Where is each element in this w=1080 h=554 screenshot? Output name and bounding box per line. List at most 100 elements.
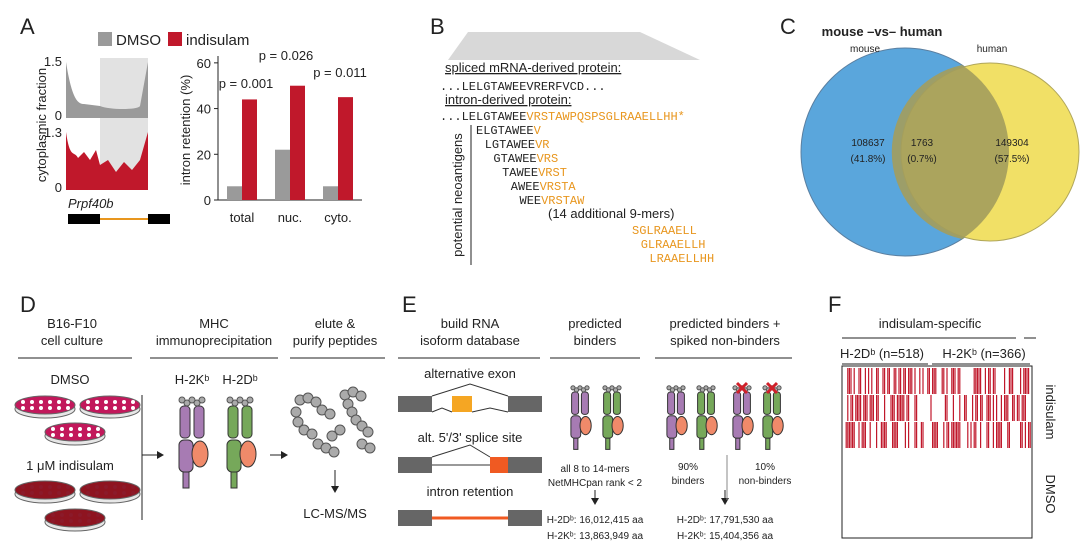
header: predicted binders + [670, 316, 781, 331]
panel-letter: C [780, 14, 796, 39]
mhc [178, 439, 194, 473]
stem [182, 471, 190, 489]
panel-letter: B [430, 14, 445, 39]
cell [96, 433, 100, 437]
heat-cell [928, 368, 930, 394]
heat-cell [922, 422, 924, 448]
neoantigen: WEEVRSTAW [520, 194, 586, 208]
heat-cell [855, 395, 857, 421]
heat-cell [877, 395, 879, 421]
panel-letter: A [20, 14, 35, 39]
cell [96, 513, 100, 517]
heat-cell [860, 395, 862, 421]
peptide [584, 385, 590, 391]
heat-cell [941, 368, 943, 394]
neoantigen: TAWEEVRST [502, 166, 567, 180]
peptide [198, 396, 206, 404]
peptide [292, 416, 304, 428]
heat-cell [954, 422, 956, 448]
neoantigens: ELGTAWEEVLGTAWEEVRGTAWEEVRSTAWEEVRSTAWEE… [476, 124, 714, 266]
cell [104, 400, 108, 404]
title: mouse –vs– human [822, 24, 943, 39]
count: 149304 [995, 138, 1029, 149]
heat-cell [895, 422, 897, 448]
track-indisulam [66, 132, 148, 190]
b2m [675, 416, 688, 436]
heat-cell [965, 395, 967, 421]
peptide [290, 406, 302, 418]
arrow-head [591, 498, 599, 505]
mhc [667, 391, 676, 415]
exon [148, 214, 170, 224]
b2m [191, 440, 209, 468]
cell [39, 400, 43, 404]
peptide [362, 426, 374, 438]
cell [30, 406, 34, 410]
peptide [776, 385, 782, 391]
heat-cell [936, 422, 938, 448]
heat-cell [852, 395, 854, 421]
annotation: p = 0.001 [219, 76, 274, 91]
heat-cell [893, 368, 895, 394]
cell [66, 491, 70, 495]
cell [78, 427, 82, 431]
b2m [579, 416, 592, 436]
bar [323, 186, 338, 200]
heat-cell [914, 422, 916, 448]
peptide [183, 399, 191, 407]
heatmap-frame [841, 365, 1033, 539]
heat-cell [869, 422, 871, 448]
cell [78, 513, 82, 517]
heat-cell [1024, 395, 1026, 421]
heat-cell [852, 422, 854, 448]
peptide [246, 396, 254, 404]
percent: (0.7%) [907, 154, 936, 165]
heat-cell [856, 395, 858, 421]
cell [87, 427, 91, 431]
mhc [570, 415, 582, 439]
bar [275, 149, 290, 200]
sequence: ...LELGTAWEEVRSTAWPQSPSGLRAAELLHH* [440, 110, 685, 124]
overlap [891, 65, 1010, 239]
heat-cell [863, 422, 865, 448]
exon [508, 457, 542, 473]
heat-cell [1005, 395, 1007, 421]
heat-cell [900, 395, 902, 421]
track-zero: 0 [55, 180, 62, 195]
x-tick-label: nuc. [278, 210, 303, 225]
db-size: H-2Dᵇ: 16,012,415 aa [547, 515, 644, 526]
cell [104, 485, 108, 489]
heat-cell [994, 368, 996, 394]
group: H-2Kᵇ (n=366) [942, 346, 1025, 361]
mhc [732, 415, 744, 439]
event: alt. 5'/3' splice site [418, 430, 523, 445]
bar [338, 97, 353, 200]
heat-cell [895, 368, 897, 394]
mhc [696, 415, 708, 439]
heat-cell [988, 395, 990, 421]
mhc [227, 405, 239, 439]
heat-cell [1024, 368, 1026, 394]
mhc [733, 391, 742, 415]
arrow-head [157, 451, 164, 459]
seq-part: ...LELGTAWEE [440, 110, 526, 124]
mhc [676, 391, 685, 415]
bar [227, 186, 242, 200]
heat-cell [1020, 368, 1022, 394]
cell [131, 406, 135, 410]
track-dmso [66, 62, 148, 118]
heat-cell [903, 368, 905, 394]
header: spiked non-binders [670, 333, 780, 348]
heat-cell [922, 368, 924, 394]
cell [86, 485, 90, 489]
stem [765, 437, 771, 450]
heat-cell [935, 422, 937, 448]
cell [113, 485, 117, 489]
row-label: DMSO [1043, 475, 1058, 514]
peptide [236, 396, 244, 404]
heat-cell [952, 422, 954, 448]
cell [122, 400, 126, 404]
heat-cell [932, 368, 934, 394]
mhc [602, 415, 614, 439]
junction [431, 407, 453, 413]
